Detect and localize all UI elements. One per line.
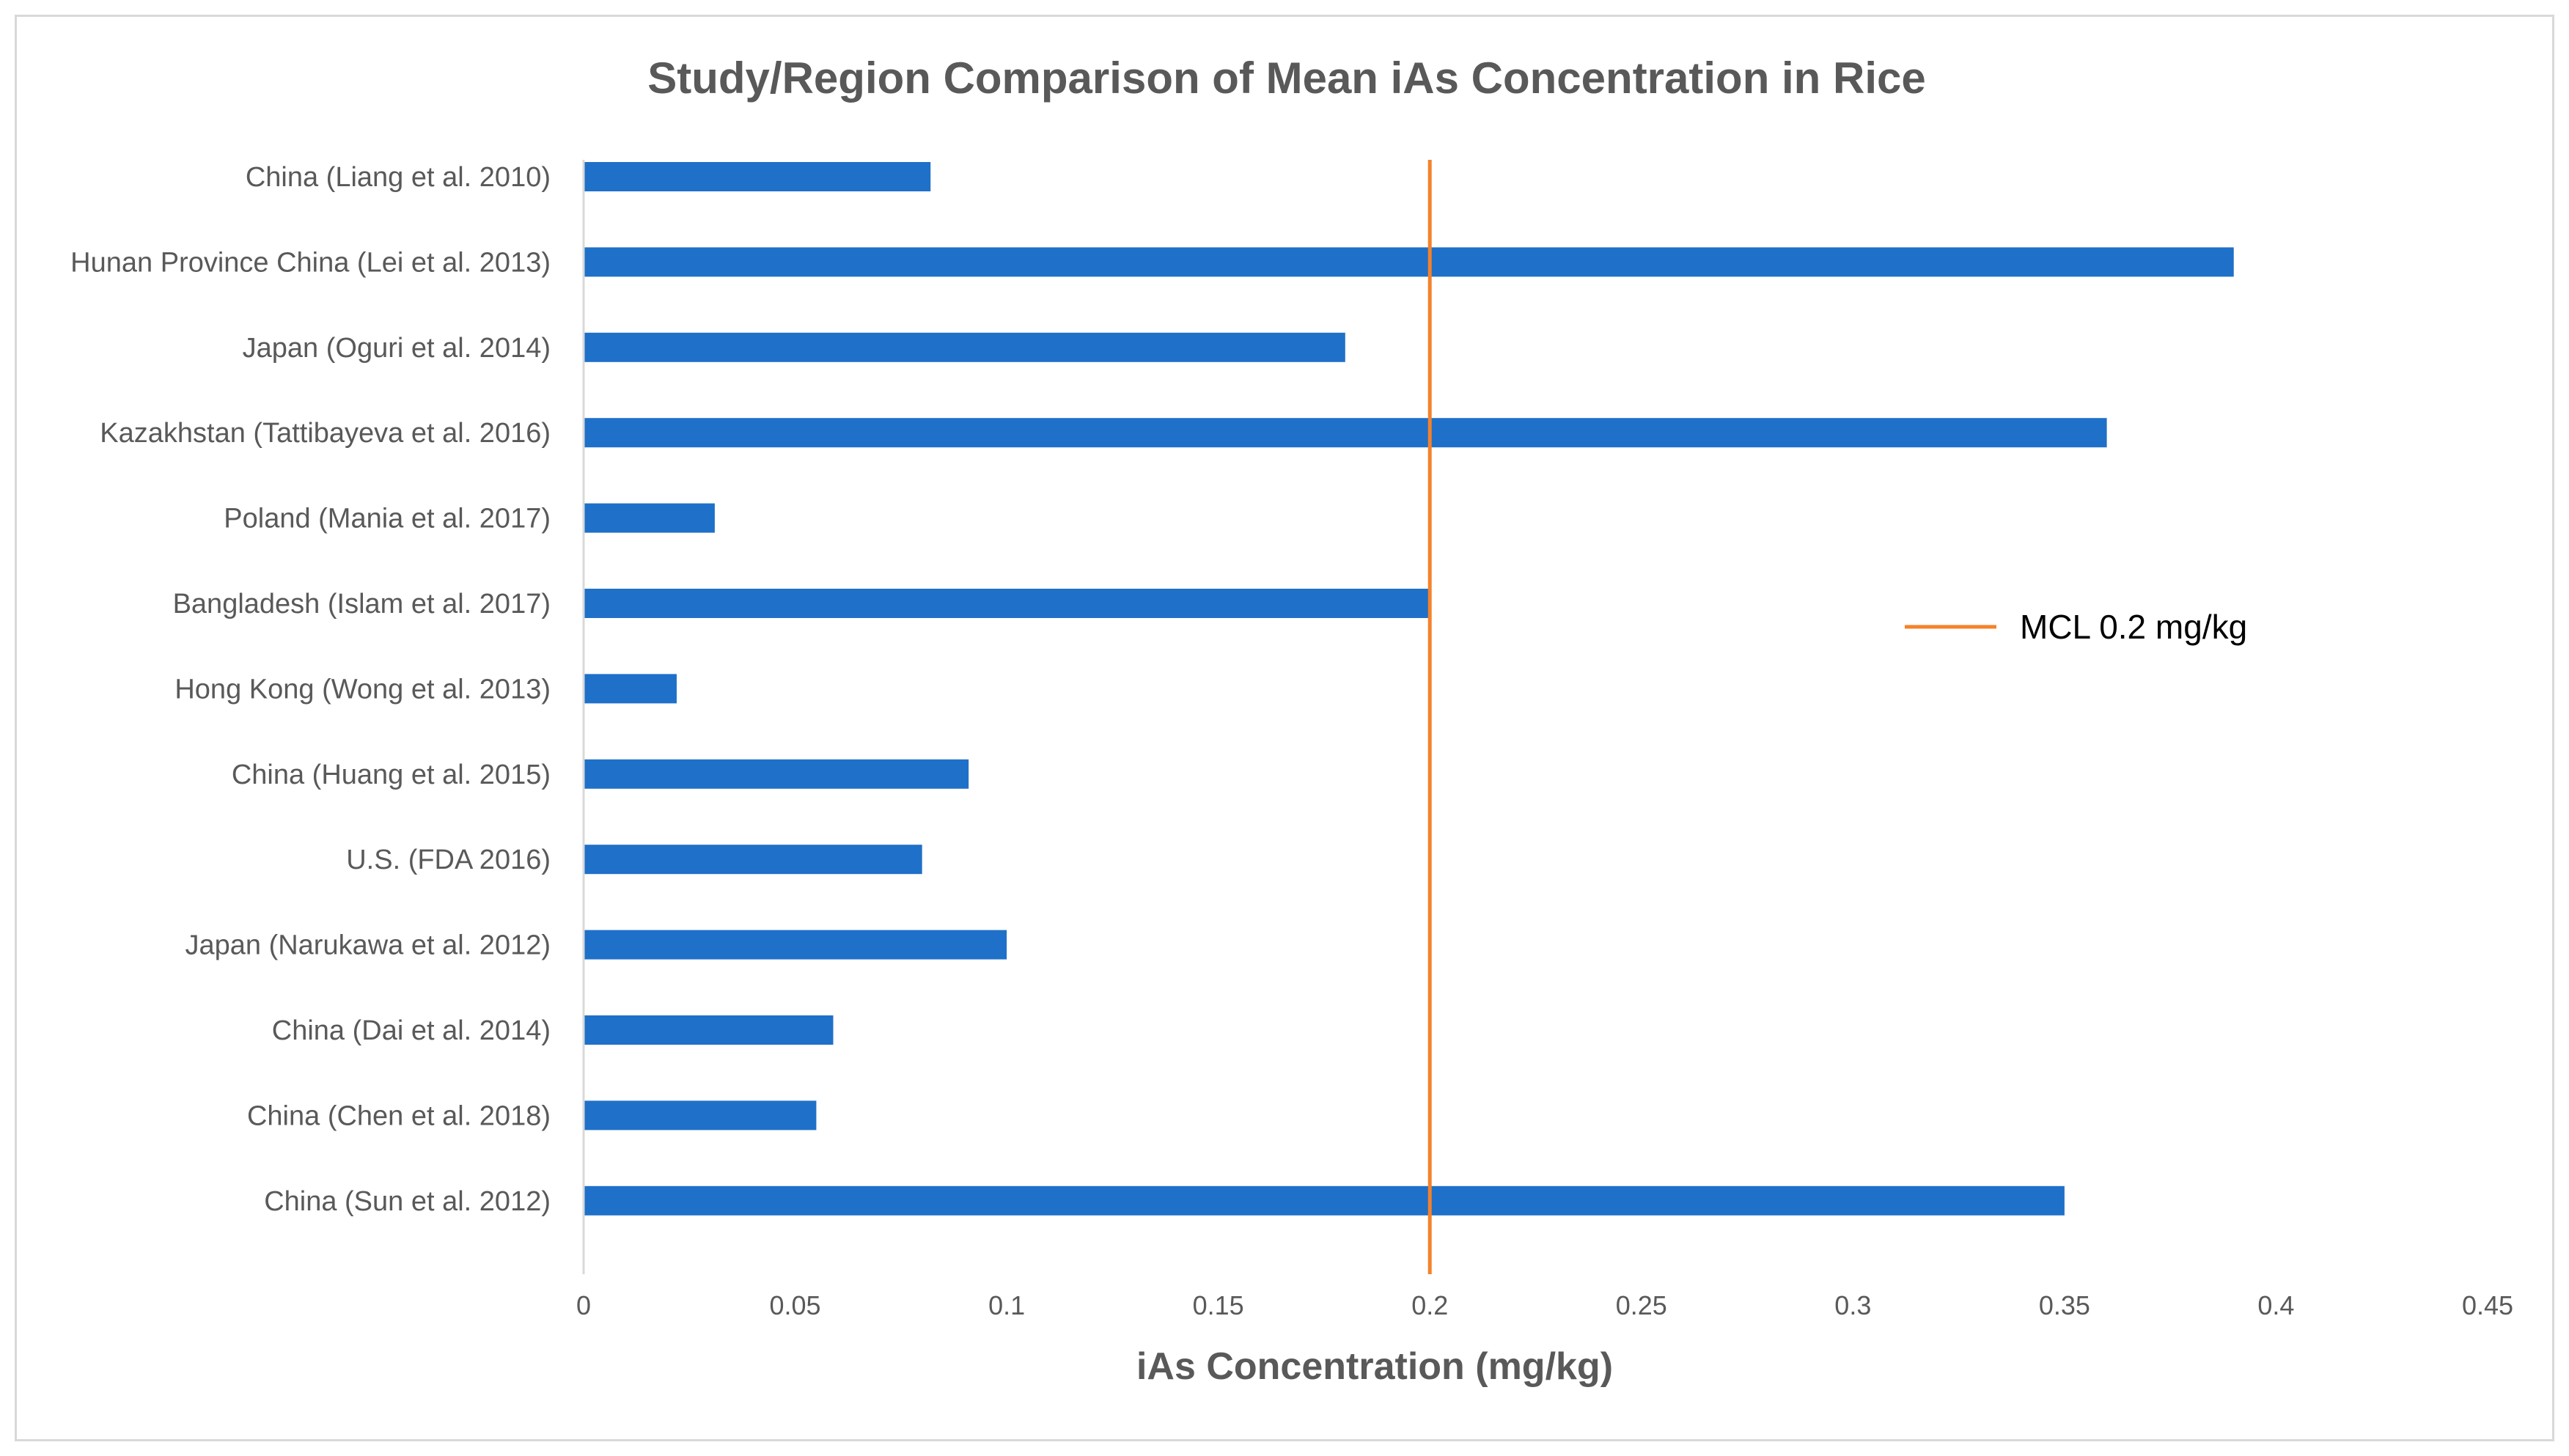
category-labels: China (Liang et al. 2010) Hunan Province … <box>70 162 551 1217</box>
category-label: Hunan Province China (Lei et al. 2013) <box>70 247 551 278</box>
bar <box>584 162 931 191</box>
chart-title: Study/Region Comparison of Mean iAs Conc… <box>647 54 1926 103</box>
category-label: China (Liang et al. 2010) <box>246 162 551 193</box>
x-tick-label: 0.05 <box>770 1290 821 1320</box>
category-label: Bangladesh (Islam et al. 2017) <box>173 589 551 619</box>
bar <box>584 589 1430 618</box>
bar <box>584 1015 834 1045</box>
bar <box>584 759 969 789</box>
bar <box>584 1100 817 1130</box>
x-axis-ticks: 0 0.05 0.1 0.15 0.2 0.25 0.3 0.35 0.4 0.45 <box>576 1290 2513 1320</box>
x-tick-label: 0.3 <box>1834 1290 1871 1320</box>
x-axis-title: iAs Concentration (mg/kg) <box>1136 1345 1613 1388</box>
x-tick-label: 0.45 <box>2462 1290 2513 1320</box>
x-tick-label: 0 <box>576 1290 591 1320</box>
category-label: Japan (Oguri et al. 2014) <box>243 333 551 364</box>
x-tick-label: 0.25 <box>1616 1290 1667 1320</box>
category-label: Kazakhstan (Tattibayeva et al. 2016) <box>100 418 551 449</box>
category-label: U.S. (FDA 2016) <box>346 845 551 875</box>
chart-canvas: Study/Region Comparison of Mean iAs Conc… <box>70 54 2513 1388</box>
x-tick-label: 0.35 <box>2039 1290 2090 1320</box>
legend: MCL 0.2 mg/kg <box>1905 608 2247 646</box>
x-tick-label: 0.1 <box>988 1290 1025 1320</box>
category-label: China (Huang et al. 2015) <box>232 760 551 790</box>
bar <box>584 418 2107 448</box>
category-label: Poland (Mania et al. 2017) <box>224 504 551 534</box>
x-tick-label: 0.15 <box>1193 1290 1244 1320</box>
category-label: Japan (Narukawa et al. 2012) <box>185 930 551 961</box>
category-label: China (Dai et al. 2014) <box>272 1015 551 1046</box>
bar <box>584 332 1345 362</box>
bar <box>584 1185 2065 1216</box>
bars <box>584 162 2234 1216</box>
x-tick-label: 0.4 <box>2257 1290 2294 1320</box>
category-label: Hong Kong (Wong et al. 2013) <box>174 674 551 705</box>
category-label: China (Sun et al. 2012) <box>264 1186 551 1217</box>
bar <box>584 503 715 533</box>
bar <box>584 930 1007 960</box>
x-tick-label: 0.2 <box>1411 1290 1448 1320</box>
bar <box>584 845 922 875</box>
bar <box>584 674 677 704</box>
bar <box>584 247 2234 277</box>
legend-label-mcl: MCL 0.2 mg/kg <box>2020 608 2247 646</box>
chart-frame: Study/Region Comparison of Mean iAs Conc… <box>15 15 2554 1441</box>
category-label: China (Chen et al. 2018) <box>247 1100 551 1131</box>
